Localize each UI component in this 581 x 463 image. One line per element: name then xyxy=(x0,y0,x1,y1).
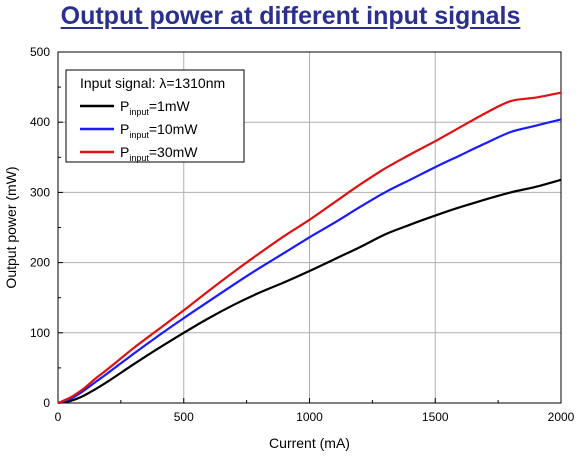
chart-title: Output power at different input signals xyxy=(60,2,521,30)
y-tick-label: 300 xyxy=(30,185,50,199)
series-line-1 xyxy=(57,178,562,405)
x-tick-label: 0 xyxy=(55,410,62,424)
x-tick-label: 1500 xyxy=(422,410,449,424)
y-tick-label: 400 xyxy=(30,115,50,129)
x-tick-label: 1000 xyxy=(296,410,323,424)
x-axis-label: Current (mA) xyxy=(269,435,350,451)
series-line-2 xyxy=(57,118,562,405)
legend-box xyxy=(65,69,245,163)
legend-title: Input signal: λ=1310nm xyxy=(80,75,225,91)
series-line-3 xyxy=(57,91,562,405)
y-axis-label: Output power (mW) xyxy=(3,166,19,288)
y-tick-label: 100 xyxy=(30,326,50,340)
legend-label-1: Pinput=1mW xyxy=(120,98,190,117)
axis-ticks: 0 500 1000 1500 2000 0 100 200 300 400 500 xyxy=(30,45,575,424)
x-tick-label: 500 xyxy=(174,410,194,424)
y-tick-label: 0 xyxy=(43,396,50,410)
legend-items: Pinput=1mW Pinput=10mW Pinput=30mW xyxy=(80,98,198,163)
series-lines xyxy=(57,91,562,405)
y-tick-label: 200 xyxy=(30,256,50,270)
legend: Input signal: λ=1310nm Pinput=1mWPinput=… xyxy=(65,69,245,163)
legend-label-2: Pinput=10mW xyxy=(120,121,198,140)
x-tick-label: 2000 xyxy=(548,410,575,424)
y-tick-label: 500 xyxy=(30,45,50,59)
legend-label-3: Pinput=30mW xyxy=(120,144,198,163)
